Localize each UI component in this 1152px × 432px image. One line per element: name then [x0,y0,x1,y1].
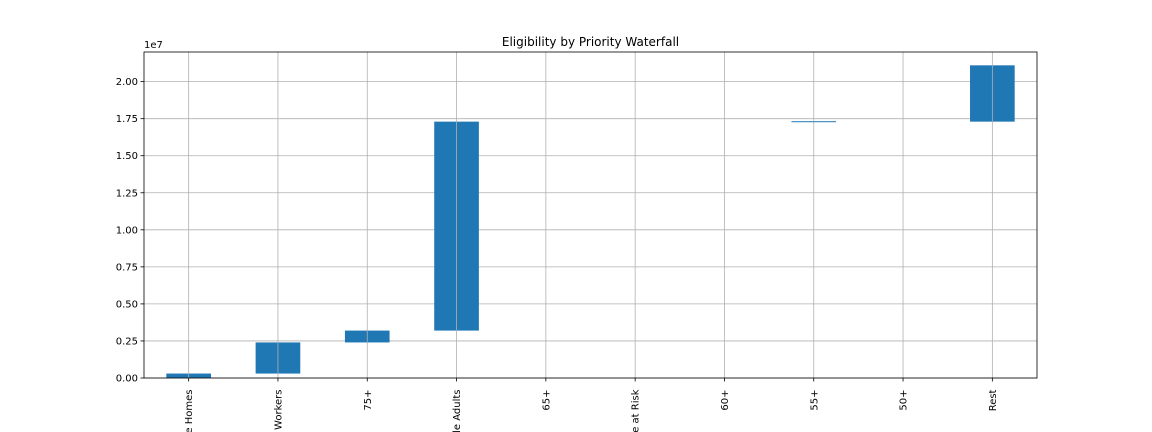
chart-title: Eligibility by Priority Waterfall [502,35,679,49]
x-tick-label: re at Risk [631,389,642,432]
y-tick-label: 1.75 [116,114,138,125]
x-tick-label: Rest [988,389,999,411]
bars [166,65,1015,378]
y-tick-label: 1.25 [116,188,138,199]
gridlines [144,52,1037,379]
y-tick-label: 0.50 [116,299,138,310]
x-tick-label: re Homes [184,390,195,432]
x-axis-ticks: re Homes e Workers 75+ ole Adults 65+ re at R… [184,378,999,432]
x-tick-label: 75+ [363,390,374,411]
y-axis-offset-label: 1e7 [144,40,163,51]
y-tick-label: 2.00 [116,77,138,88]
y-tick-label: 0.00 [116,374,138,385]
y-axis-ticks: 0.00 0.25 0.50 0.75 1.00 1.25 1.50 1.75 2.00 [116,77,144,385]
x-tick-label: e Workers [273,390,284,432]
x-tick-label: 50+ [899,390,910,411]
y-tick-label: 1.00 [116,225,138,236]
x-tick-label: ole Adults [452,390,463,432]
y-tick-label: 0.25 [116,336,138,347]
bar-7 [791,121,837,123]
plot-frame [143,51,1038,379]
x-tick-label: 60+ [720,390,731,411]
x-tick-label: 65+ [541,390,552,411]
x-tick-label: 55+ [809,390,820,411]
y-tick-label: 0.75 [116,262,138,273]
y-tick-label: 1.50 [116,151,138,162]
